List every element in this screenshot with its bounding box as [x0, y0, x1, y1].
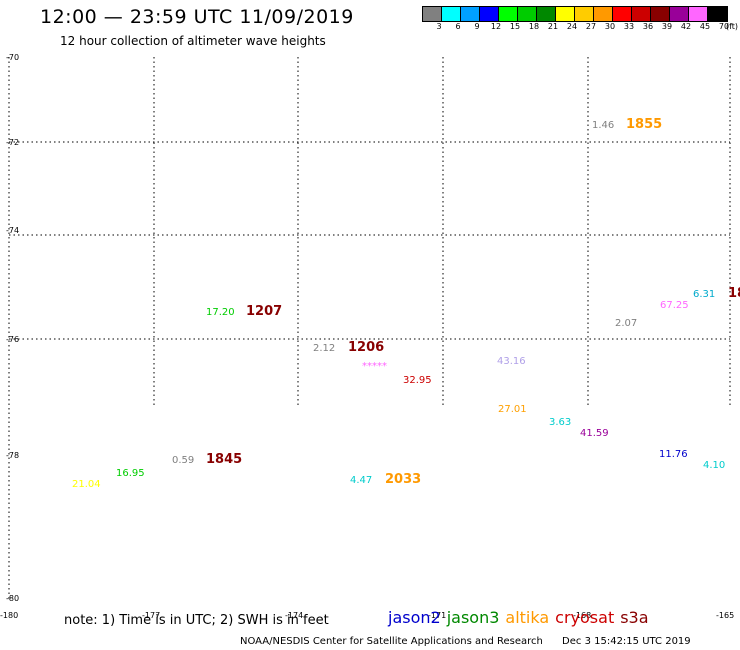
- footer-agency: NOAA/NESDIS Center for Satellite Applica…: [240, 636, 543, 647]
- colorbar-label-3: 3: [436, 22, 442, 31]
- colorbar-label-70: 70: [718, 22, 730, 31]
- lat-label: -72: [6, 138, 19, 147]
- colorbar-swatch-42: [670, 7, 689, 21]
- lon-label: -174: [285, 611, 303, 620]
- lat-label: -74: [6, 226, 19, 235]
- wave-height-label: 16.95: [116, 468, 145, 479]
- colorbar-label-15: 15: [509, 22, 521, 31]
- note-text: note: 1) Time is in UTC; 2) SWH is in fe…: [64, 613, 329, 628]
- colorbar-swatch-33: [613, 7, 632, 21]
- map-grid: [8, 57, 731, 600]
- wave-height-colorbar: [422, 6, 728, 22]
- colorbar-swatch-30: [594, 7, 613, 21]
- map-title: 12:00 — 23:59 UTC 11/09/2019: [40, 6, 354, 28]
- colorbar-label-9: 9: [474, 22, 480, 31]
- colorbar-swatch-70: [708, 7, 727, 21]
- wave-height-label: *****: [362, 361, 387, 372]
- colorbar-swatch-6: [442, 7, 461, 21]
- colorbar-label-33: 33: [623, 22, 635, 31]
- footer: NOAA/NESDIS Center for Satellite Applica…: [240, 636, 707, 647]
- colorbar-swatch-3: [423, 7, 442, 21]
- colorbar-label-36: 36: [642, 22, 654, 31]
- colorbar-label-6: 6: [455, 22, 461, 31]
- wave-height-label: 1.46: [592, 120, 614, 131]
- pass-time-label: 1855: [626, 117, 662, 132]
- colorbar-swatch-45: [689, 7, 708, 21]
- lon-label: -177: [142, 611, 160, 620]
- lon-label: -180: [0, 611, 18, 620]
- wave-height-label: 43.16: [497, 356, 526, 367]
- lon-label: -168: [573, 611, 591, 620]
- wave-height-label: 67.25: [660, 300, 689, 311]
- wave-height-label: 2.07: [615, 318, 637, 329]
- colorbar-label-12: 12: [490, 22, 502, 31]
- wave-height-label: 4.10: [703, 460, 725, 471]
- lat-label: -80: [6, 594, 19, 603]
- colorbar-swatch-12: [480, 7, 499, 21]
- pass-time-label: 2033: [385, 472, 421, 487]
- colorbar-swatch-36: [632, 7, 651, 21]
- wave-height-label: 21.04: [72, 479, 101, 490]
- satellite-legend-jason2: jason2: [388, 608, 441, 627]
- lon-label: -171: [428, 611, 446, 620]
- colorbar-label-18: 18: [528, 22, 540, 31]
- wave-height-label: 4.47: [350, 475, 372, 486]
- satellite-legend-altika: altika: [505, 608, 550, 627]
- colorbar-swatch-15: [499, 7, 518, 21]
- wave-height-label: 41.59: [580, 428, 609, 439]
- wave-height-label: 27.01: [498, 404, 527, 415]
- axis-labels: -70 -72 -74 -76 -78 -80 -180 -177 -174 -171 -168 -1…: [0, 53, 734, 620]
- satellite-legend-s3a: s3a: [620, 608, 649, 627]
- wave-height-label: 11.76: [659, 449, 688, 460]
- colorbar-label-24: 24: [566, 22, 578, 31]
- pass-time-label: 1845: [206, 452, 242, 467]
- colorbar-swatch-24: [556, 7, 575, 21]
- map-subtitle: 12 hour collection of altimeter wave hei…: [60, 34, 326, 48]
- colorbar-label-30: 30: [604, 22, 616, 31]
- colorbar-label-42: 42: [680, 22, 692, 31]
- colorbar-swatch-39: [651, 7, 670, 21]
- wave-height-label: 32.95: [403, 375, 432, 386]
- satellite-legend: jason2 jason3 altika cryosat s3a: [388, 608, 655, 627]
- colorbar-swatch-9: [461, 7, 480, 21]
- lat-label: -70: [6, 53, 19, 62]
- colorbar-swatch-21: [537, 7, 556, 21]
- colorbar-unit: (ft): [725, 22, 739, 31]
- colorbar-swatch-27: [575, 7, 594, 21]
- wave-height-label: 6.31: [693, 289, 715, 300]
- wave-height-label: 0.59: [172, 455, 194, 466]
- colorbar-label-27: 27: [585, 22, 597, 31]
- colorbar-label-39: 39: [661, 22, 673, 31]
- lat-label: -76: [6, 335, 19, 344]
- colorbar-label-45: 45: [699, 22, 711, 31]
- footer-timestamp: Dec 3 15:42:15 UTC 2019: [562, 636, 691, 647]
- wave-height-label: 2.12: [313, 343, 335, 354]
- lon-label: -165: [716, 611, 734, 620]
- observation-labels: 1.46 1855 17.20 1207 2.12 1206 ***** 32.95 43.16…: [72, 117, 740, 490]
- pass-time-label: 1206: [348, 340, 384, 355]
- wave-height-label: 3.63: [549, 417, 571, 428]
- colorbar-label-21: 21: [547, 22, 559, 31]
- wave-height-label: 17.20: [206, 307, 235, 318]
- satellite-legend-jason3: jason3: [446, 608, 500, 627]
- satellite-legend-cryosat: cryosat: [555, 608, 615, 627]
- pass-time-label: 18: [728, 286, 740, 301]
- lat-label: -78: [6, 451, 19, 460]
- colorbar-swatch-18: [518, 7, 537, 21]
- pass-time-label: 1207: [246, 304, 282, 319]
